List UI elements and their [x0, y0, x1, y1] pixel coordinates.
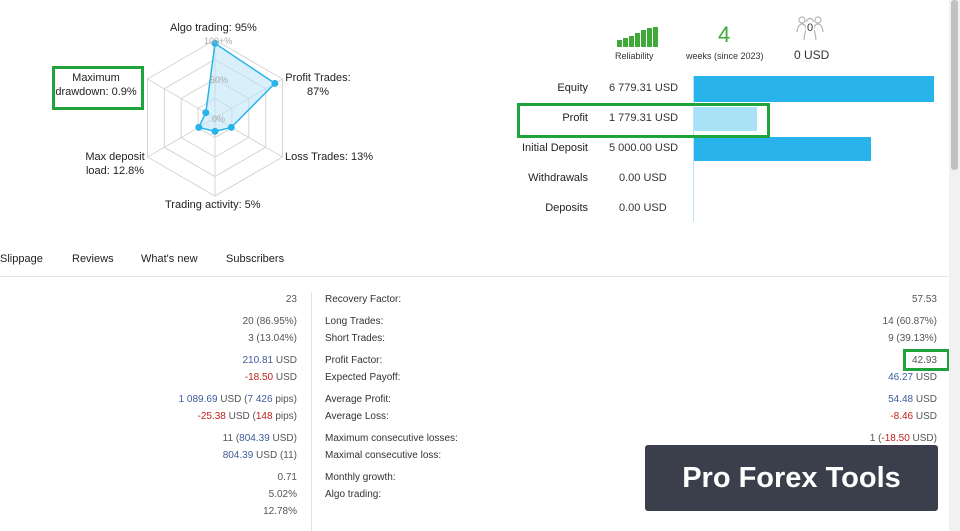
stat-value-average-loss: -8.46 USD — [890, 411, 937, 422]
stat-value-profit-factor: 42.93 — [911, 355, 937, 366]
stat-value-expected-payoff: 46.27 USD — [888, 372, 937, 383]
left-stat-value: 12.78% — [263, 506, 297, 517]
max-deposit-load-value: load: 12.8% — [85, 165, 145, 177]
stat-value-short-trades: 9 (39.13%) — [888, 333, 937, 344]
left-stat-value: 210.81 USD — [242, 355, 298, 366]
balance-value-withdrawals: 0.00 USD — [619, 172, 667, 184]
stat-label-average-profit: Average Profit: — [325, 394, 391, 405]
tab-subscribers[interactable]: Subscribers — [226, 253, 285, 265]
radar-point — [211, 39, 219, 47]
max-deposit-load-label: Max deposit — [85, 151, 145, 163]
radar-chart — [147, 39, 283, 197]
balance-label-initial-deposit: Initial Deposit — [521, 142, 588, 154]
stat-label-short-trades: Short Trades: — [325, 333, 386, 344]
left-stat-value: 20 (86.95%) — [242, 316, 297, 327]
radar-point — [211, 127, 219, 135]
stat-label-algo-trading: Algo trading: — [325, 489, 382, 500]
left-stat-value: -25.38 USD (148 pips) — [197, 411, 298, 422]
balance-value-initial-deposit: 5 000.00 USD — [609, 142, 679, 154]
tab-bar: Slippage Reviews What's new Subscribers — [0, 250, 949, 277]
radar-label-loss-trades: Loss Trades: 13% — [285, 151, 374, 163]
reliability-label: Reliability — [615, 51, 654, 61]
balance-label-deposits: Deposits — [545, 202, 588, 214]
radar-label-max-deposit-load: Max deposit load: 12.8% — [75, 151, 155, 177]
left-stat-value: 23 — [285, 294, 297, 305]
balance-value-deposits: 0.00 USD — [619, 202, 667, 214]
stat-label-long-trades: Long Trades: — [325, 316, 384, 327]
radar-point — [195, 123, 203, 131]
balance-label-equity: Equity — [557, 82, 588, 94]
stat-label-average-loss: Average Loss: — [325, 411, 389, 422]
profit-trades-value: 87% — [306, 86, 330, 98]
reliability-icon — [617, 27, 658, 47]
profit-highlight — [517, 103, 770, 138]
balance-value-profit: 1 779.31 USD — [609, 112, 679, 124]
weeks-label: weeks (since 2023) — [686, 51, 764, 61]
balance-value-equity: 6 779.31 USD — [609, 82, 679, 94]
stat-label-profit-factor: Profit Factor: — [325, 355, 383, 366]
left-stat-value: 804.39 USD (11) — [222, 450, 297, 461]
vertical-scrollbar[interactable] — [949, 0, 960, 531]
max-drawdown-value: drawdown: 0.9% — [55, 86, 137, 98]
radar-value-polygon — [197, 42, 277, 133]
radar-label-algo-trading: Algo trading: 95% — [170, 22, 257, 34]
left-stat-value: -18.50 USD — [244, 372, 297, 383]
stat-label-recovery-factor: Recovery Factor: — [325, 294, 402, 305]
balance-label-withdrawals: Withdrawals — [528, 172, 588, 184]
scrollbar-thumb[interactable] — [951, 0, 958, 170]
stat-value-average-profit: 54.48 USD — [888, 394, 937, 405]
tab-reviews[interactable]: Reviews — [72, 253, 114, 265]
stat-value-long-trades: 14 (60.87%) — [882, 316, 937, 327]
stat-label-maximum-consecutive-losses: Maximum consecutive losses: — [325, 433, 458, 444]
balance-bar-equity — [694, 76, 934, 102]
bar-axis — [693, 76, 694, 222]
left-stat-value: 0.71 — [277, 472, 297, 483]
balance-label-profit: Profit — [562, 112, 588, 124]
left-stat-value: 5.02% — [268, 489, 297, 500]
left-stat-value: 11 (804.39 USD) — [222, 433, 297, 444]
max-drawdown-label: Maximum — [72, 72, 120, 84]
profit-trades-label: Profit Trades: — [285, 72, 351, 84]
balance-bar-profit — [694, 107, 757, 131]
left-stat-value: 1 089.69 USD (7 426 pips) — [178, 394, 297, 405]
radar-point — [202, 109, 210, 117]
watermark-banner: Pro Forex Tools — [645, 445, 938, 511]
radar-axis-100: 100+% — [204, 36, 233, 46]
radar-label-trading-activity: Trading activity: 5% — [165, 199, 261, 211]
max-drawdown-highlight — [52, 66, 144, 110]
tab-slippage[interactable]: Slippage — [0, 253, 43, 265]
radar-point — [227, 123, 235, 131]
radar-axis-0: 0% — [212, 114, 226, 124]
radar-point — [271, 79, 279, 87]
stat-label-maximal-consecutive-loss: Maximal consecutive loss: — [325, 450, 442, 461]
stat-label-monthly-growth: Monthly growth: — [325, 472, 396, 483]
radar-label-profit-trades: Profit Trades: 87% — [282, 72, 354, 98]
tab-whats-new[interactable]: What's new — [141, 253, 198, 265]
stat-value-recovery-factor: 57.53 — [911, 294, 937, 305]
balance-bar-initial-deposit — [694, 137, 871, 161]
radar-label-max-drawdown: Maximum drawdown: 0.9% — [50, 72, 142, 98]
stats-divider — [311, 292, 312, 531]
left-stat-value: 3 (13.04%) — [248, 333, 297, 344]
weeks-value: 4 — [718, 22, 731, 47]
radar-axis-50: 50% — [210, 75, 229, 85]
subscribers-usd: 0 USD — [794, 48, 830, 62]
stat-label-expected-payoff: Expected Payoff: — [325, 372, 401, 383]
subscribers-count: 0 — [806, 22, 815, 34]
profit-factor-highlight — [903, 349, 950, 371]
stat-value-maximum-consecutive-losses: 1 (-18.50 USD) — [869, 433, 937, 444]
